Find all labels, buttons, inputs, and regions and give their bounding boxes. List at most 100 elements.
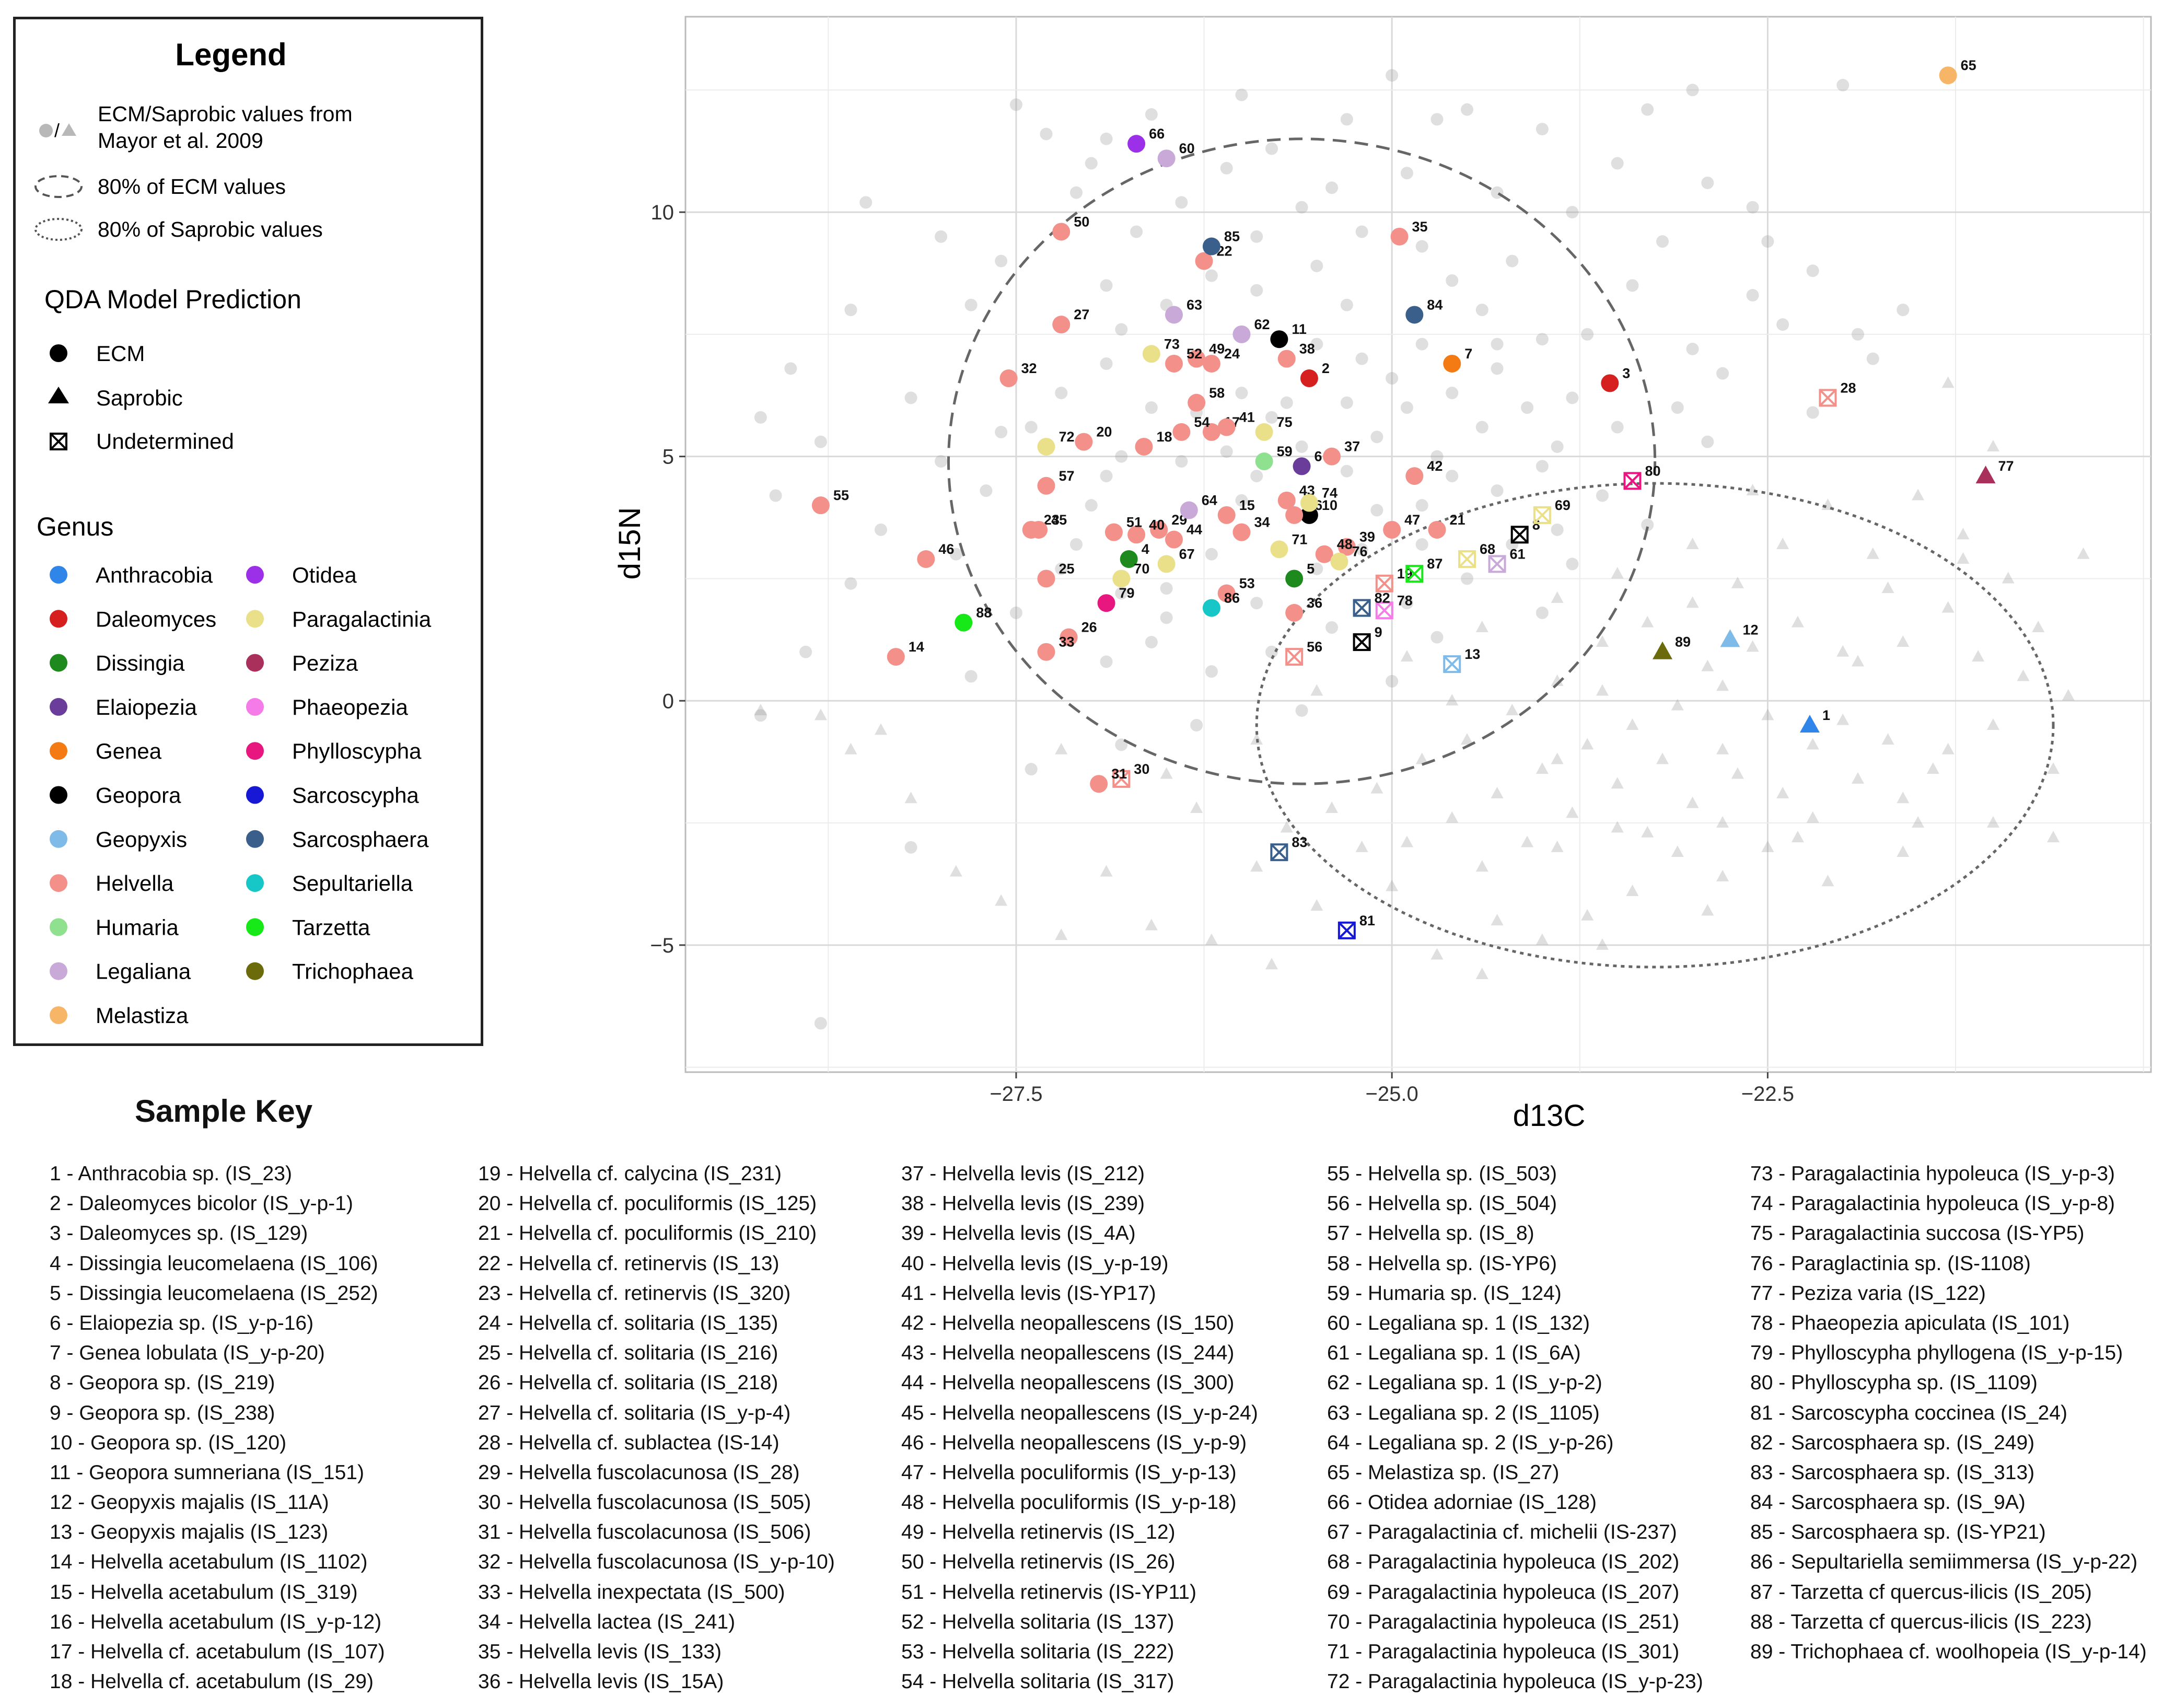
sample-point-label: 5 [1307, 561, 1315, 576]
reference-ecm-point [1836, 78, 1850, 91]
sample-point-64: 64 [1180, 493, 1217, 519]
sample-point-label: 59 [1277, 444, 1293, 459]
reference-ecm-point [1055, 562, 1068, 575]
reference-ecm-point [1415, 240, 1428, 253]
sample-point-36: 36 [1285, 595, 1322, 622]
sample-point-label: 14 [909, 639, 924, 655]
ellipses [947, 137, 2055, 969]
reference-ecm-point [1325, 621, 1339, 634]
reference-ecm-point [1310, 338, 1323, 351]
reference-ecm-point [1220, 161, 1233, 175]
sample-point-label: 78 [1397, 592, 1413, 608]
reference-saprobic-point [1581, 738, 1594, 750]
sample-point-label: 15 [1239, 497, 1255, 513]
reference-saprobic-point [1716, 742, 1729, 754]
reference-ecm-point [1370, 504, 1383, 517]
reference-saprobic-point [1957, 552, 1970, 564]
reference-saprobic-point [1926, 762, 1939, 774]
sample-point-label: 2 [1322, 361, 1330, 376]
sample-key-item: 61 - Legaliana sp. 1 (IS_6A) [1327, 1342, 1581, 1365]
sample-key-item: 5 - Dissingia leucomelaena (IS_252) [50, 1282, 378, 1305]
sample-point-39: 39 [1337, 529, 1375, 556]
reference-saprobic-point [1852, 772, 1864, 784]
reference-ecm-point [1806, 264, 1819, 277]
reference-ecm-point [1025, 763, 1038, 776]
sample-key-item: 40 - Helvella levis (IS_y-p-19) [901, 1252, 1169, 1275]
reference-saprobic-point [1521, 835, 1534, 847]
sample-point-label: 79 [1119, 585, 1135, 601]
reference-saprobic-point [2047, 762, 2060, 774]
reference-saprobic-point [1986, 816, 1999, 828]
sample-key-item: 74 - Paragalactinia hypoleuca (IS_y-p-8) [1750, 1192, 2115, 1215]
sample-point-88: 88 [955, 605, 992, 632]
sample-point-label: 88 [976, 605, 992, 621]
reference-ecm-point [1536, 460, 1549, 473]
sample-point-15: 15 [1217, 497, 1255, 524]
reference-ecm-point [1626, 279, 1639, 292]
sample-key-item: 42 - Helvella neopallescens (IS_150) [901, 1311, 1235, 1334]
sample-key-item: 83 - Sarcosphaera sp. (IS_313) [1750, 1461, 2035, 1484]
reference-ecm-point [1506, 254, 1519, 268]
sample-key-item: 65 - Melastiza sp. (IS_27) [1327, 1461, 1560, 1484]
sample-key-item: 54 - Helvella solitaria (IS_317) [901, 1670, 1174, 1693]
sample-point-48: 48 [1315, 537, 1353, 563]
reference-saprobic-point [1250, 860, 1263, 872]
sample-point-89: 89 [1653, 634, 1691, 659]
sample-key-column-5: 73 - Paragalactinia hypoleuca (IS_y-p-3)… [1750, 1159, 2175, 1667]
reference-ecm-point [1295, 201, 1308, 214]
sample-key-item: 82 - Sarcosphaera sp. (IS_249) [1750, 1431, 2035, 1454]
reference-ecm-point [1446, 274, 1459, 287]
reference-saprobic-point [1791, 615, 1804, 628]
genus-list: Anthracobia Daleomyces Dissingia Elaiopezia… [50, 563, 432, 1028]
sample-point-label: 60 [1179, 141, 1195, 156]
legend-ref-text-1: ECM/Saprobic values from [98, 102, 353, 126]
sample-key-item: 39 - Helvella levis (IS_4A) [901, 1222, 1136, 1245]
reference-saprobic-point [1641, 615, 1654, 628]
sample-point-60: 60 [1157, 141, 1195, 168]
reference-ecm-point [1671, 401, 1684, 414]
sample-points: 1234567891011121314151617181920212223242… [811, 57, 2014, 939]
reference-saprobic-point [1446, 694, 1459, 706]
reference-ecm-point [1430, 113, 1444, 126]
sample-point-label: 83 [1292, 834, 1307, 850]
sample-key-item: 1 - Anthracobia sp. (IS_23) [50, 1163, 292, 1185]
sample-point-53: 53 [1217, 576, 1255, 602]
reference-ecm-point [1400, 167, 1413, 180]
reference-ecm-point [1160, 611, 1173, 624]
sample-point-label: 45 [1051, 512, 1067, 528]
sample-point-25: 25 [1037, 561, 1075, 588]
sample-point-56: 56 [1285, 639, 1322, 666]
sample-point-label: 86 [1224, 590, 1240, 606]
reference-ecm-point [1611, 421, 1624, 434]
reference-ecm-point [1025, 421, 1038, 434]
y-tick-label: 5 [662, 446, 674, 469]
reference-saprobic-point [1941, 601, 1955, 613]
sample-key-item: 84 - Sarcosphaera sp. (IS_9A) [1750, 1491, 2026, 1514]
reference-ecm-point [1686, 342, 1699, 355]
sample-key-item: 76 - Paraglactinia sp. (IS-1108) [1750, 1252, 2031, 1275]
reference-ecm-point [1265, 411, 1278, 424]
genus-label-elaiopezia: Elaiopezia [96, 695, 197, 719]
genus-swatch-trichophaea [246, 962, 264, 980]
sample-key-item: 32 - Helvella fuscolacunosa (IS_y-p-10) [478, 1551, 835, 1574]
reference-saprobic-point [1446, 811, 1459, 823]
sample-key-item: 85 - Sarcosphaera sp. (IS-YP21) [1750, 1521, 2046, 1544]
genus-swatch-paragalactinia [246, 610, 264, 628]
sample-key-item: 21 - Helvella cf. poculiformis (IS_210) [478, 1222, 817, 1245]
sample-point-79: 79 [1097, 585, 1135, 612]
sample-point-label: 73 [1164, 336, 1180, 352]
genus-label-phaeopezia: Phaeopezia [292, 695, 408, 719]
sample-key-item: 10 - Geopora sp. (IS_120) [50, 1431, 287, 1454]
genus-label-peziza: Peziza [292, 651, 358, 676]
reference-saprobic-point [949, 865, 962, 877]
genus-swatch-geopora [50, 786, 67, 804]
sample-point-label: 84 [1427, 297, 1443, 312]
sample-point-label: 1 [1822, 707, 1830, 723]
sample-point-label: 4 [1142, 541, 1149, 557]
sample-point-label: 20 [1096, 424, 1112, 440]
sample-point-44: 44 [1165, 522, 1202, 549]
reference-ecm-point [1415, 338, 1428, 351]
reference-ecm-point [1009, 98, 1022, 111]
sample-key-item: 43 - Helvella neopallescens (IS_244) [901, 1342, 1235, 1365]
sample-point-label: 49 [1209, 341, 1225, 357]
